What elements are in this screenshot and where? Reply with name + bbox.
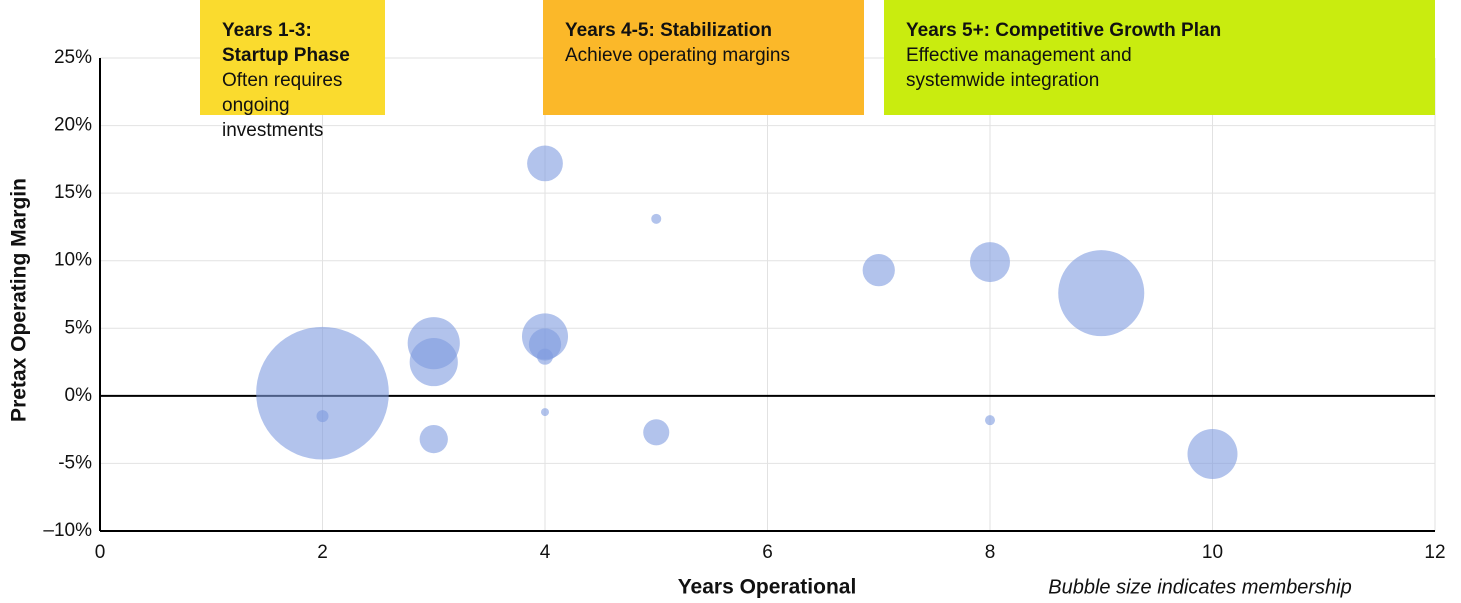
note: Bubble size indicates membership (1048, 576, 1352, 598)
x-tick-label: 6 (762, 542, 773, 563)
phase-title: Years 1-3: Startup Phase (222, 20, 350, 66)
bubble (985, 415, 995, 426)
bubble (527, 145, 563, 182)
y-tick-label: –10% (43, 520, 92, 541)
phase-title: Years 4-5: Stabilization (565, 20, 772, 41)
y-tick-label: -5% (58, 452, 92, 473)
x-tick-label: 0 (95, 542, 106, 563)
y-axis-label: Pretax Operating Margin (8, 178, 31, 422)
bubble (256, 326, 389, 460)
phase-box: Years 4-5: Stabilization Achieve operatin… (543, 0, 864, 115)
y-tick-label: 5% (65, 317, 93, 338)
bubble (316, 410, 329, 423)
bubble (1058, 250, 1145, 337)
x-tick-label: 2 (317, 542, 328, 563)
bubble (862, 254, 895, 287)
phase-text: Often requires ongoing investments (222, 70, 343, 141)
y-tick-label: 10% (54, 250, 92, 271)
x-axis-label: Years Operational (678, 576, 857, 599)
y-tick-label: 15% (54, 182, 92, 203)
bubble (651, 213, 662, 224)
bubble (1187, 428, 1238, 479)
phase-title: Years 5+: Competitive Growth Plan (906, 20, 1222, 41)
bubble (537, 348, 553, 365)
phase-text: Effective management and systemwide inte… (906, 45, 1132, 91)
phase-box: Years 5+: Competitive Growth Plan Effecti… (884, 0, 1435, 115)
bubble (541, 408, 549, 417)
x-tick-label: 10 (1202, 542, 1223, 563)
x-tick-label: 12 (1424, 542, 1445, 563)
y-tick-label: 25% (54, 47, 92, 68)
x-tick-label: 8 (985, 542, 996, 563)
phase-text: Achieve operating margins (565, 45, 790, 66)
y-tick-label: 20% (54, 115, 92, 136)
bubble (409, 337, 458, 387)
bubble (970, 242, 1010, 283)
bubble (528, 328, 562, 361)
phase-box: Years 1-3: Startup Phase Often requires o… (200, 0, 385, 141)
bubble (643, 419, 670, 446)
x-tick-label: 4 (540, 542, 551, 563)
y-tick-label: 0% (65, 385, 93, 406)
bubble (419, 424, 448, 454)
